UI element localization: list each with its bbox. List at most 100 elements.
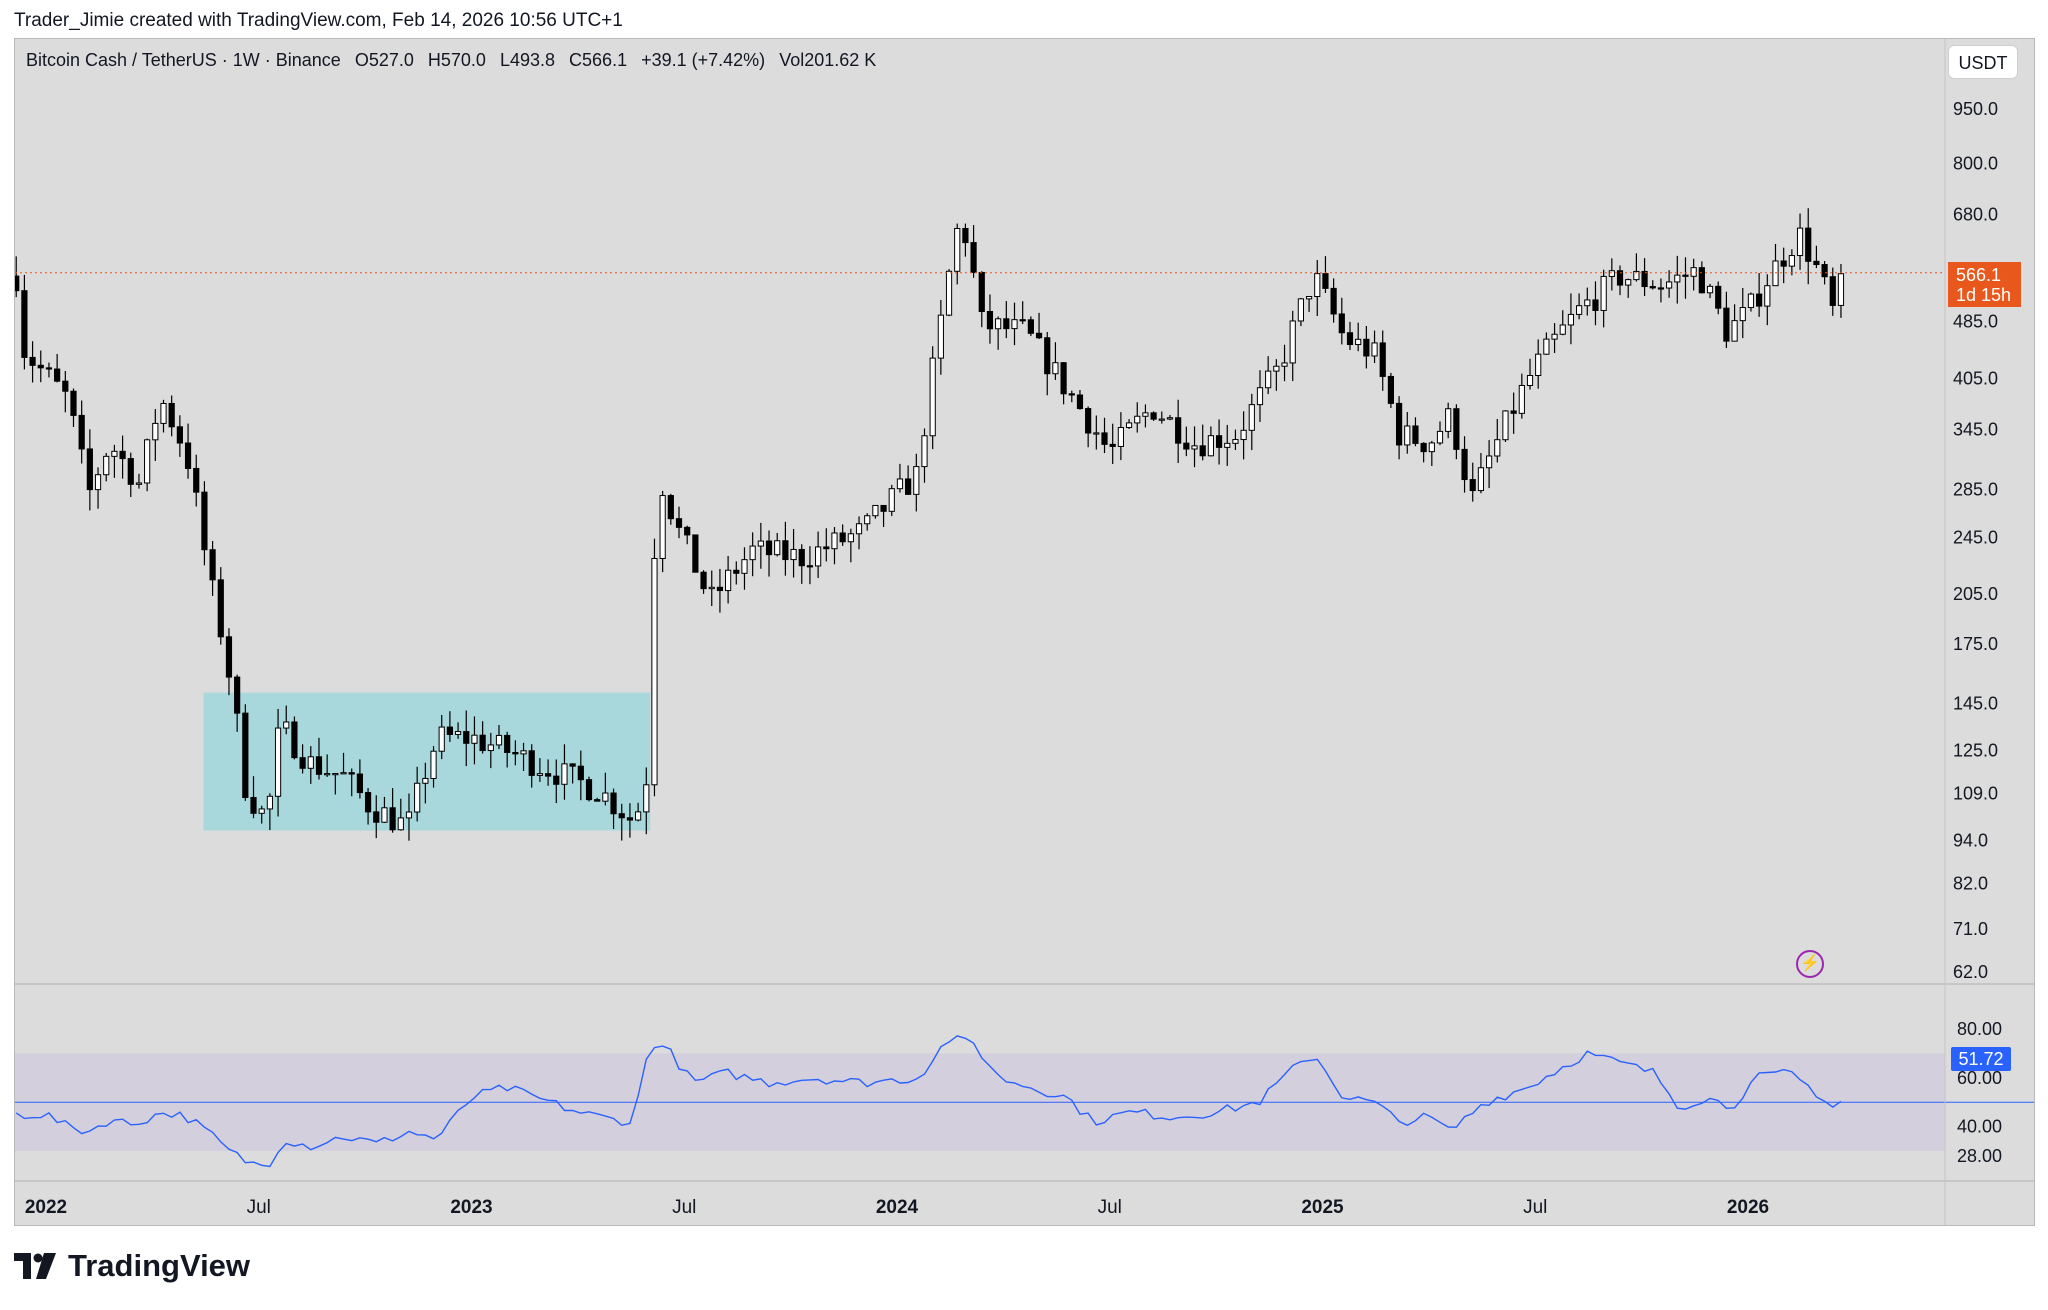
candle-up: [602, 792, 609, 802]
candle-down: [479, 734, 486, 752]
price-tick-label: 145.0: [1953, 693, 1998, 713]
candle-down: [168, 402, 175, 428]
chart-area[interactable]: 950.0 800.0 680.0 485.0 405.0 345.0 285.0 245.0…: [14, 38, 2035, 1226]
candle-down: [1395, 402, 1403, 446]
candle-down: [528, 750, 535, 776]
candle-down: [217, 579, 224, 638]
candle-down: [1453, 408, 1460, 450]
candle-down: [798, 548, 805, 567]
candle-up: [1837, 273, 1845, 306]
legend-close: C566.1: [569, 50, 628, 70]
candle-down: [1813, 260, 1820, 266]
chart-canvas[interactable]: 950.0 800.0 680.0 485.0 405.0 345.0 285.0 245.0…: [15, 39, 2034, 1225]
candle-down: [1101, 432, 1108, 445]
candle-down: [1076, 394, 1084, 410]
candle-down: [1085, 408, 1092, 434]
candle-up: [397, 817, 404, 831]
candle-down: [618, 813, 625, 819]
candle-up: [913, 466, 920, 495]
candle-up: [1371, 342, 1378, 357]
rsi-pane: [15, 1035, 2034, 1168]
candle-down: [45, 367, 53, 370]
candle-down: [389, 807, 396, 831]
candle-up: [1739, 307, 1746, 322]
candle-up: [1166, 417, 1174, 420]
candle-down: [15, 275, 20, 292]
price-tick-label: 245.0: [1953, 528, 1998, 548]
candle-down: [250, 796, 257, 814]
candle-down: [978, 271, 985, 313]
candle-down: [1829, 276, 1836, 306]
candle-down: [1199, 445, 1206, 457]
price-tick-label: 680.0: [1953, 205, 1998, 225]
candle-down: [1641, 270, 1648, 288]
candle-down: [463, 731, 470, 744]
candle-up: [561, 763, 568, 785]
candle-down: [1649, 286, 1656, 289]
chart-attribution: Trader_Jimie created with TradingView.co…: [14, 10, 623, 31]
candle-down: [193, 467, 200, 493]
candle-down: [1330, 287, 1337, 315]
candle-down: [675, 518, 683, 528]
candle-down: [716, 586, 724, 592]
candle-up: [536, 773, 544, 776]
candle-up: [872, 504, 879, 517]
ohlc-legend: Bitcoin Cash / TetherUS · 1W · Binance O…: [26, 50, 885, 71]
candle-down: [184, 442, 192, 469]
candle-down: [1175, 417, 1182, 444]
candle-down: [364, 792, 372, 813]
candle-down: [1387, 375, 1395, 404]
legend-low: L493.8: [499, 50, 556, 70]
candle-down: [1019, 319, 1026, 322]
candle-up: [725, 569, 732, 592]
candle-down: [242, 712, 249, 798]
candle-down: [512, 752, 519, 755]
rsi-value-label: 51.72: [1951, 1047, 2011, 1071]
candle-up: [921, 435, 928, 468]
price-tick-label: 94.0: [1953, 830, 1988, 850]
candle-up: [520, 750, 527, 755]
price-tick-label: 71.0: [1953, 919, 1988, 939]
candle-down: [1379, 342, 1386, 377]
candle-up: [1731, 320, 1738, 342]
candle-up: [1796, 227, 1804, 257]
time-tick-label: Jul: [247, 1197, 271, 1218]
candle-up: [1567, 313, 1575, 326]
candle-up: [1690, 267, 1697, 277]
time-tick-label: Jul: [1098, 1197, 1122, 1218]
candle-up: [94, 474, 102, 491]
candle-down: [585, 779, 593, 801]
candle-up: [831, 532, 838, 550]
legend-symbol: Bitcoin Cash / TetherUS · 1W · Binance: [26, 50, 341, 70]
candle-down: [1780, 260, 1787, 267]
candle-up: [1224, 442, 1231, 448]
candle-down: [544, 773, 552, 777]
currency-button[interactable]: USDT: [1948, 45, 2018, 79]
tradingview-logo: TradingView: [14, 1248, 250, 1284]
candle-down: [733, 569, 740, 574]
candle-up: [1436, 430, 1444, 444]
candle-up: [790, 548, 797, 561]
candle-up: [283, 721, 290, 729]
candle-down: [62, 380, 69, 392]
candle-down: [78, 414, 85, 450]
candle-up: [708, 586, 715, 590]
candle-up: [774, 540, 781, 556]
candle-up: [1502, 410, 1509, 441]
candle-down: [1657, 287, 1665, 290]
price-tick-label: 405.0: [1953, 369, 1998, 389]
candle-up: [405, 811, 413, 819]
candle-up: [1666, 281, 1673, 289]
candle-up: [340, 772, 347, 775]
candle-down: [553, 775, 560, 785]
candle-up: [307, 756, 314, 769]
candle-up: [643, 784, 650, 813]
candle-up: [471, 734, 478, 744]
rsi-tick-label: 60.00: [1957, 1068, 2002, 1088]
candle-down: [1068, 393, 1075, 396]
candle-down: [176, 426, 183, 444]
candle-up: [855, 523, 863, 535]
candle-down: [667, 495, 674, 520]
candle-up: [1256, 387, 1264, 406]
lightning-icon[interactable]: ⚡: [1796, 950, 1824, 978]
